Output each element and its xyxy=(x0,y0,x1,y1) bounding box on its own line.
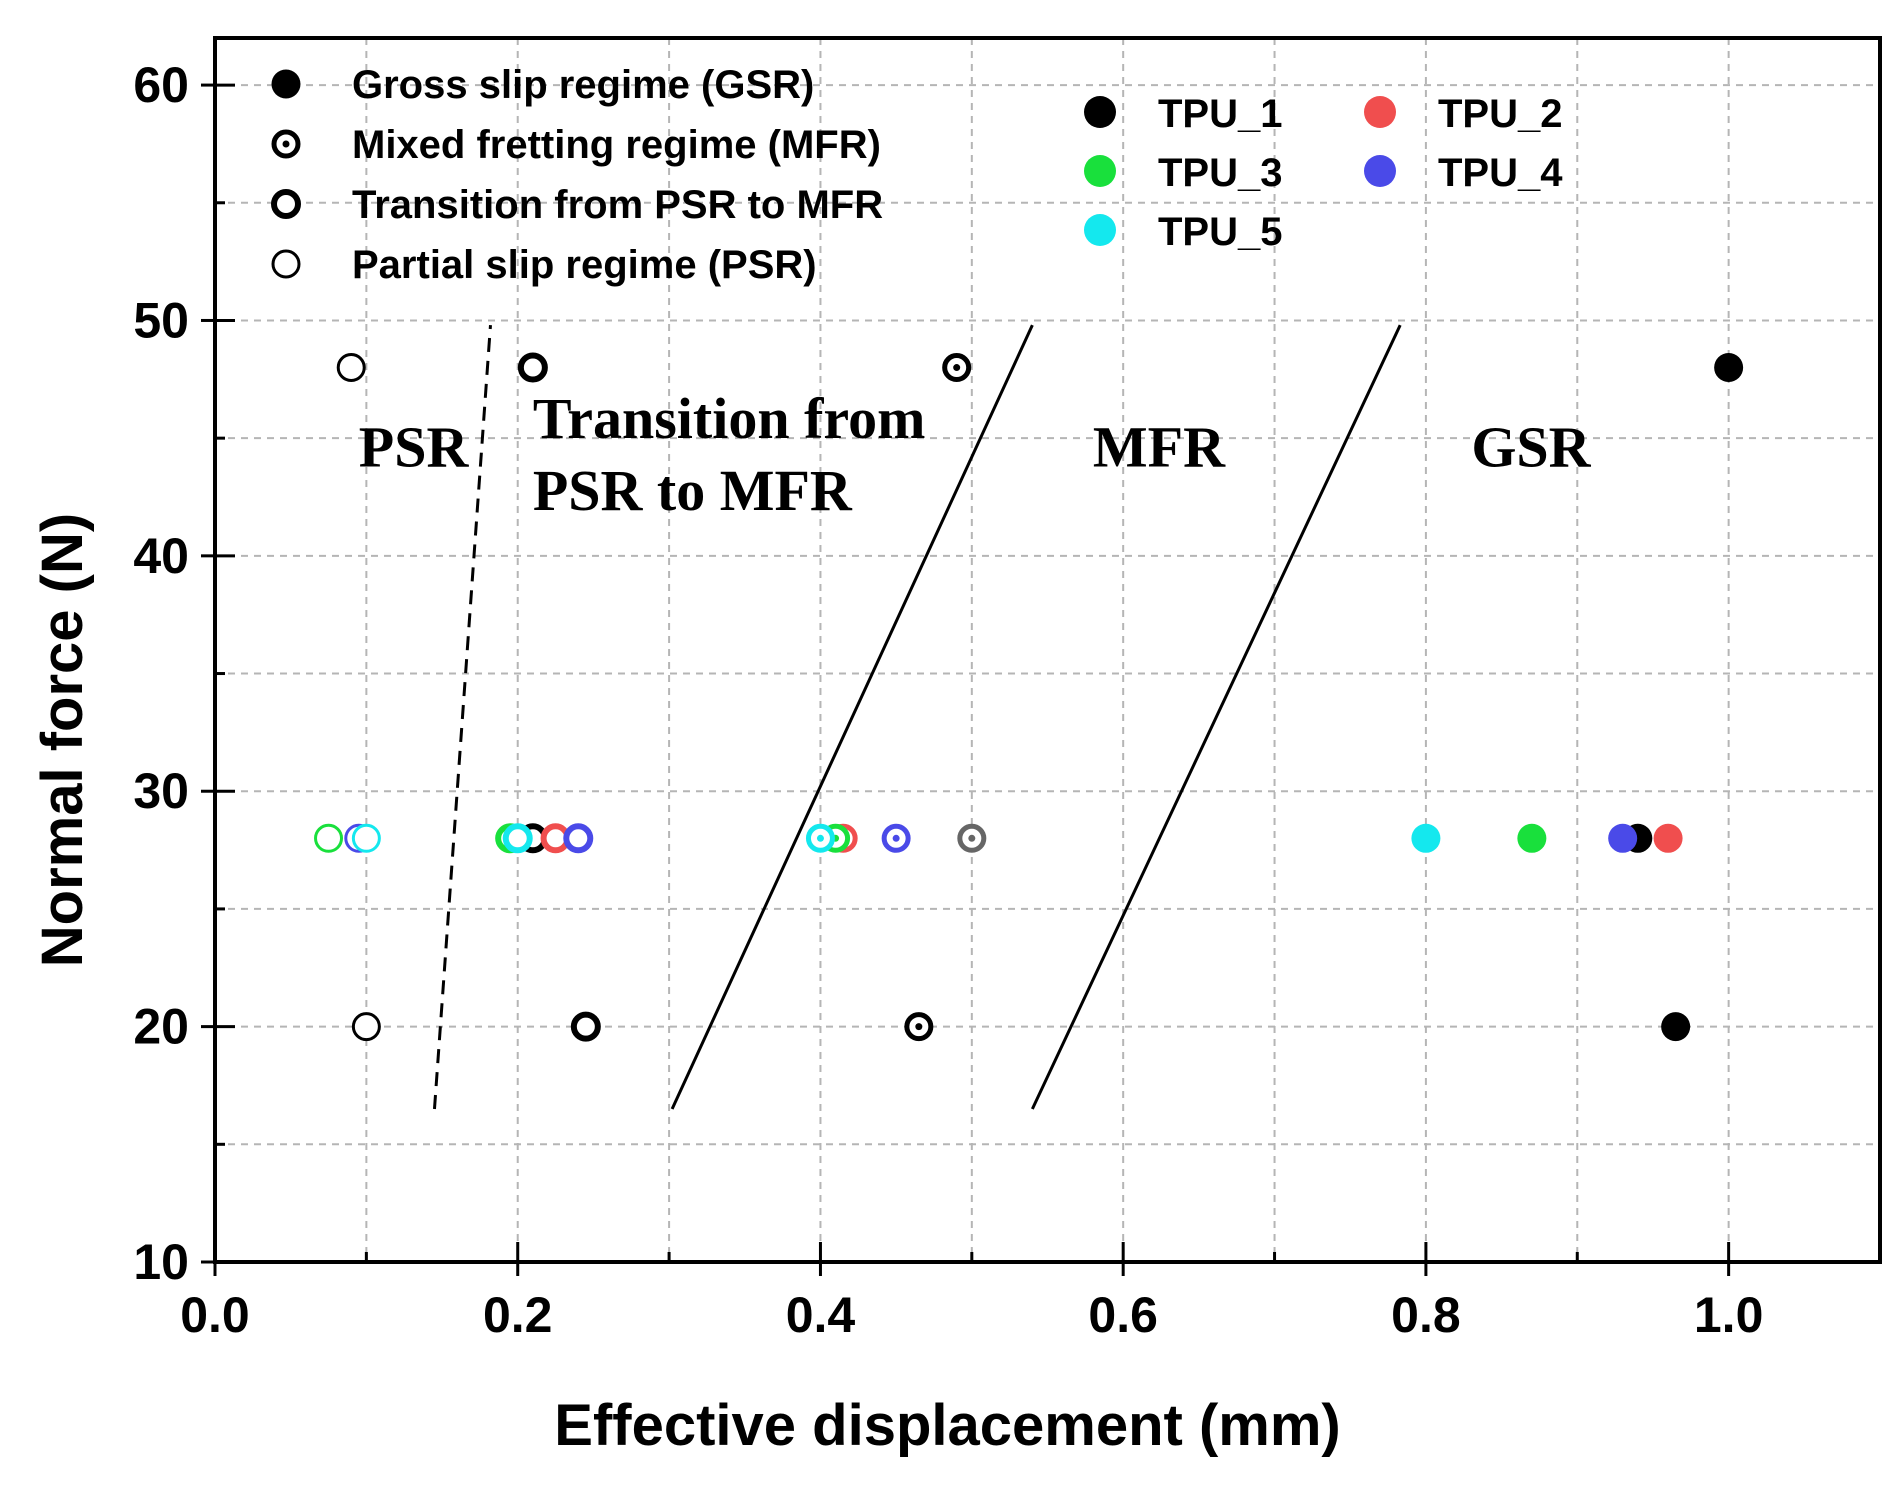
data-points xyxy=(314,352,1744,1042)
legend-swatch-tpu-2 xyxy=(1364,96,1396,128)
point-tpu-1-mfr xyxy=(904,1012,934,1042)
regime-legend: Gross slip regime (GSR) Mixed fretting re… xyxy=(271,63,883,287)
y-tick-label: 30 xyxy=(133,763,189,819)
y-tick-label: 10 xyxy=(133,1234,189,1290)
y-tick-label: 50 xyxy=(133,292,189,348)
x-axis-title: Effective displacement (mm) xyxy=(554,1393,1340,1458)
boundary-transition-mfr-boundary xyxy=(670,324,1034,1110)
y-tick-label: 60 xyxy=(133,57,189,113)
x-tick-label: 1.0 xyxy=(1694,1287,1764,1343)
x-tick-label: 0.4 xyxy=(786,1287,856,1343)
point-gray-mfr-dot xyxy=(968,834,976,842)
boundary-mfr-gsr-boundary xyxy=(1031,324,1402,1110)
point-tpu-4-trans xyxy=(563,823,594,854)
point-tpu-1-mfr-dot xyxy=(915,1023,923,1031)
boundary-psr-transition-boundary xyxy=(432,325,492,1110)
point-tpu-1-trans xyxy=(517,352,548,383)
regime-boundaries xyxy=(432,324,1402,1110)
legend-swatch-tpu-4 xyxy=(1364,155,1396,187)
legend-label-psr: Partial slip regime (PSR) xyxy=(352,243,817,287)
legend-label-gsr: Gross slip regime (GSR) xyxy=(352,63,814,107)
point-tpu-5-trans xyxy=(502,823,533,854)
legend-series-tpu-3: TPU_3 xyxy=(1158,151,1283,195)
x-tick-label: 0.6 xyxy=(1088,1287,1158,1343)
point-tpu-4-mfr-dot xyxy=(892,834,900,842)
point-tpu-4-mfr xyxy=(881,823,911,853)
region-label-psr-to-mfr: PSR to MFR xyxy=(533,458,853,523)
point-tpu-2-gsr xyxy=(1653,823,1683,853)
point-tpu-3-psr xyxy=(314,823,344,853)
legend-marker-trans xyxy=(271,189,301,219)
legend-series-tpu-4: TPU_4 xyxy=(1438,151,1563,195)
legend-label-mfr: Mixed fretting regime (MFR) xyxy=(352,123,881,167)
point-tpu-5-psr xyxy=(351,823,381,853)
x-tick-label: 0.2 xyxy=(483,1287,553,1343)
legend-marker-gsr xyxy=(271,69,301,99)
legend-swatch-tpu-1 xyxy=(1084,96,1116,128)
point-tpu-1-trans xyxy=(570,1011,601,1042)
legend-marker-mfr xyxy=(271,129,301,159)
region-label-psr: PSR xyxy=(359,414,470,479)
region-labels: PSR Transition from PSR to MFR MFR GSR xyxy=(359,386,1592,523)
point-tpu-1-gsr xyxy=(1714,353,1744,383)
y-tick-label: 20 xyxy=(133,999,189,1055)
axes: 0.0 0.2 0.4 0.6 0.8 1.0 10 20 30 40 50 60 xyxy=(133,57,1763,1343)
y-axis-title: Normal force (N) xyxy=(30,513,95,967)
region-label-gsr: GSR xyxy=(1471,414,1591,479)
point-tpu-1-psr xyxy=(351,1012,381,1042)
point-tpu-5-gsr xyxy=(1411,823,1441,853)
plot-frame xyxy=(213,36,1882,1264)
legend-marker-psr xyxy=(271,249,301,279)
legend-series-tpu-2: TPU_2 xyxy=(1438,92,1563,136)
point-tpu-1-mfr-dot xyxy=(953,364,961,372)
point-tpu-5-mfr-dot xyxy=(816,834,824,842)
x-tick-label: 0.8 xyxy=(1391,1287,1461,1343)
region-label-mfr: MFR xyxy=(1093,414,1226,479)
legend-series-tpu-1: TPU_1 xyxy=(1158,92,1283,136)
legend-swatch-tpu-3 xyxy=(1084,155,1116,187)
point-tpu-5-mfr xyxy=(805,823,835,853)
point-tpu-1-mfr xyxy=(942,353,972,383)
legend-swatch-tpu-5 xyxy=(1084,214,1116,246)
point-tpu-1-gsr xyxy=(1661,1012,1691,1042)
legend-series-tpu-5: TPU_5 xyxy=(1158,210,1283,254)
point-gray-mfr xyxy=(957,823,987,853)
series-legend: TPU_1 TPU_2 TPU_3 TPU_4 TPU_5 xyxy=(1084,92,1563,254)
legend-marker-mfr-dot xyxy=(282,140,290,148)
grid xyxy=(215,38,1880,1262)
x-tick-label: 0.0 xyxy=(180,1287,250,1343)
point-tpu-4-gsr xyxy=(1608,823,1638,853)
point-tpu-3-gsr xyxy=(1517,823,1547,853)
y-tick-label: 40 xyxy=(133,528,189,584)
point-tpu-1-psr xyxy=(336,353,366,383)
region-label-transition-from: Transition from xyxy=(533,386,926,451)
legend-label-trans: Transition from PSR to MFR xyxy=(352,183,883,227)
